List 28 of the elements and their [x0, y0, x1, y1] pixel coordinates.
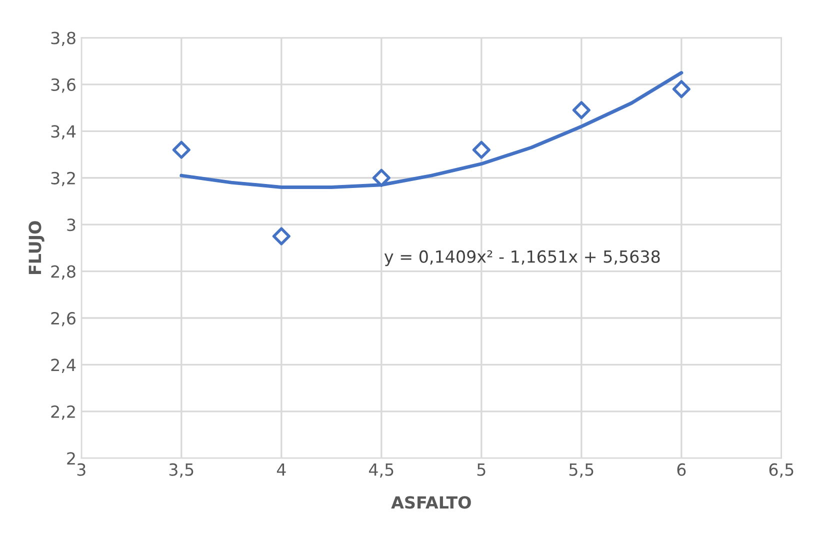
- x-tick-label: 6,5: [769, 463, 794, 478]
- point: [672, 80, 690, 98]
- y-tick-label: 2,6: [51, 312, 76, 326]
- point: [472, 140, 490, 159]
- point: [372, 168, 390, 187]
- y-tick-label: 3,6: [51, 78, 76, 93]
- y-tick-label: 3,2: [51, 172, 75, 186]
- x-tick-label: 4: [276, 464, 286, 476]
- y-tick-label: 2,2: [51, 405, 75, 420]
- y-tick-label: 3,4: [51, 125, 76, 140]
- x-tick-label: 5,5: [569, 464, 594, 478]
- y-tick-label: 2,8: [51, 265, 76, 280]
- point: [172, 140, 190, 159]
- y-tick-label: 3,8: [51, 32, 76, 46]
- y-axis-title: FLUJO: [28, 221, 44, 274]
- y-tick-label: 2,4: [51, 358, 76, 373]
- line-series: [180, 71, 684, 189]
- x-tick-label: 5: [477, 464, 486, 476]
- point: [272, 227, 290, 246]
- annotation: y = 0,1409x² - 1,1651x + 5,5638: [384, 250, 660, 266]
- x-tick-label: 4,5: [368, 464, 394, 478]
- y-tick-label: 2: [67, 452, 75, 464]
- x-tick-label: 3: [77, 463, 86, 476]
- x-axis-title: ASFALTO: [391, 496, 471, 509]
- x-tick-label: 3,5: [169, 463, 194, 478]
- x-tick-label: 6: [677, 463, 686, 476]
- y-tick-label: 3: [67, 218, 76, 232]
- point: [572, 101, 590, 120]
